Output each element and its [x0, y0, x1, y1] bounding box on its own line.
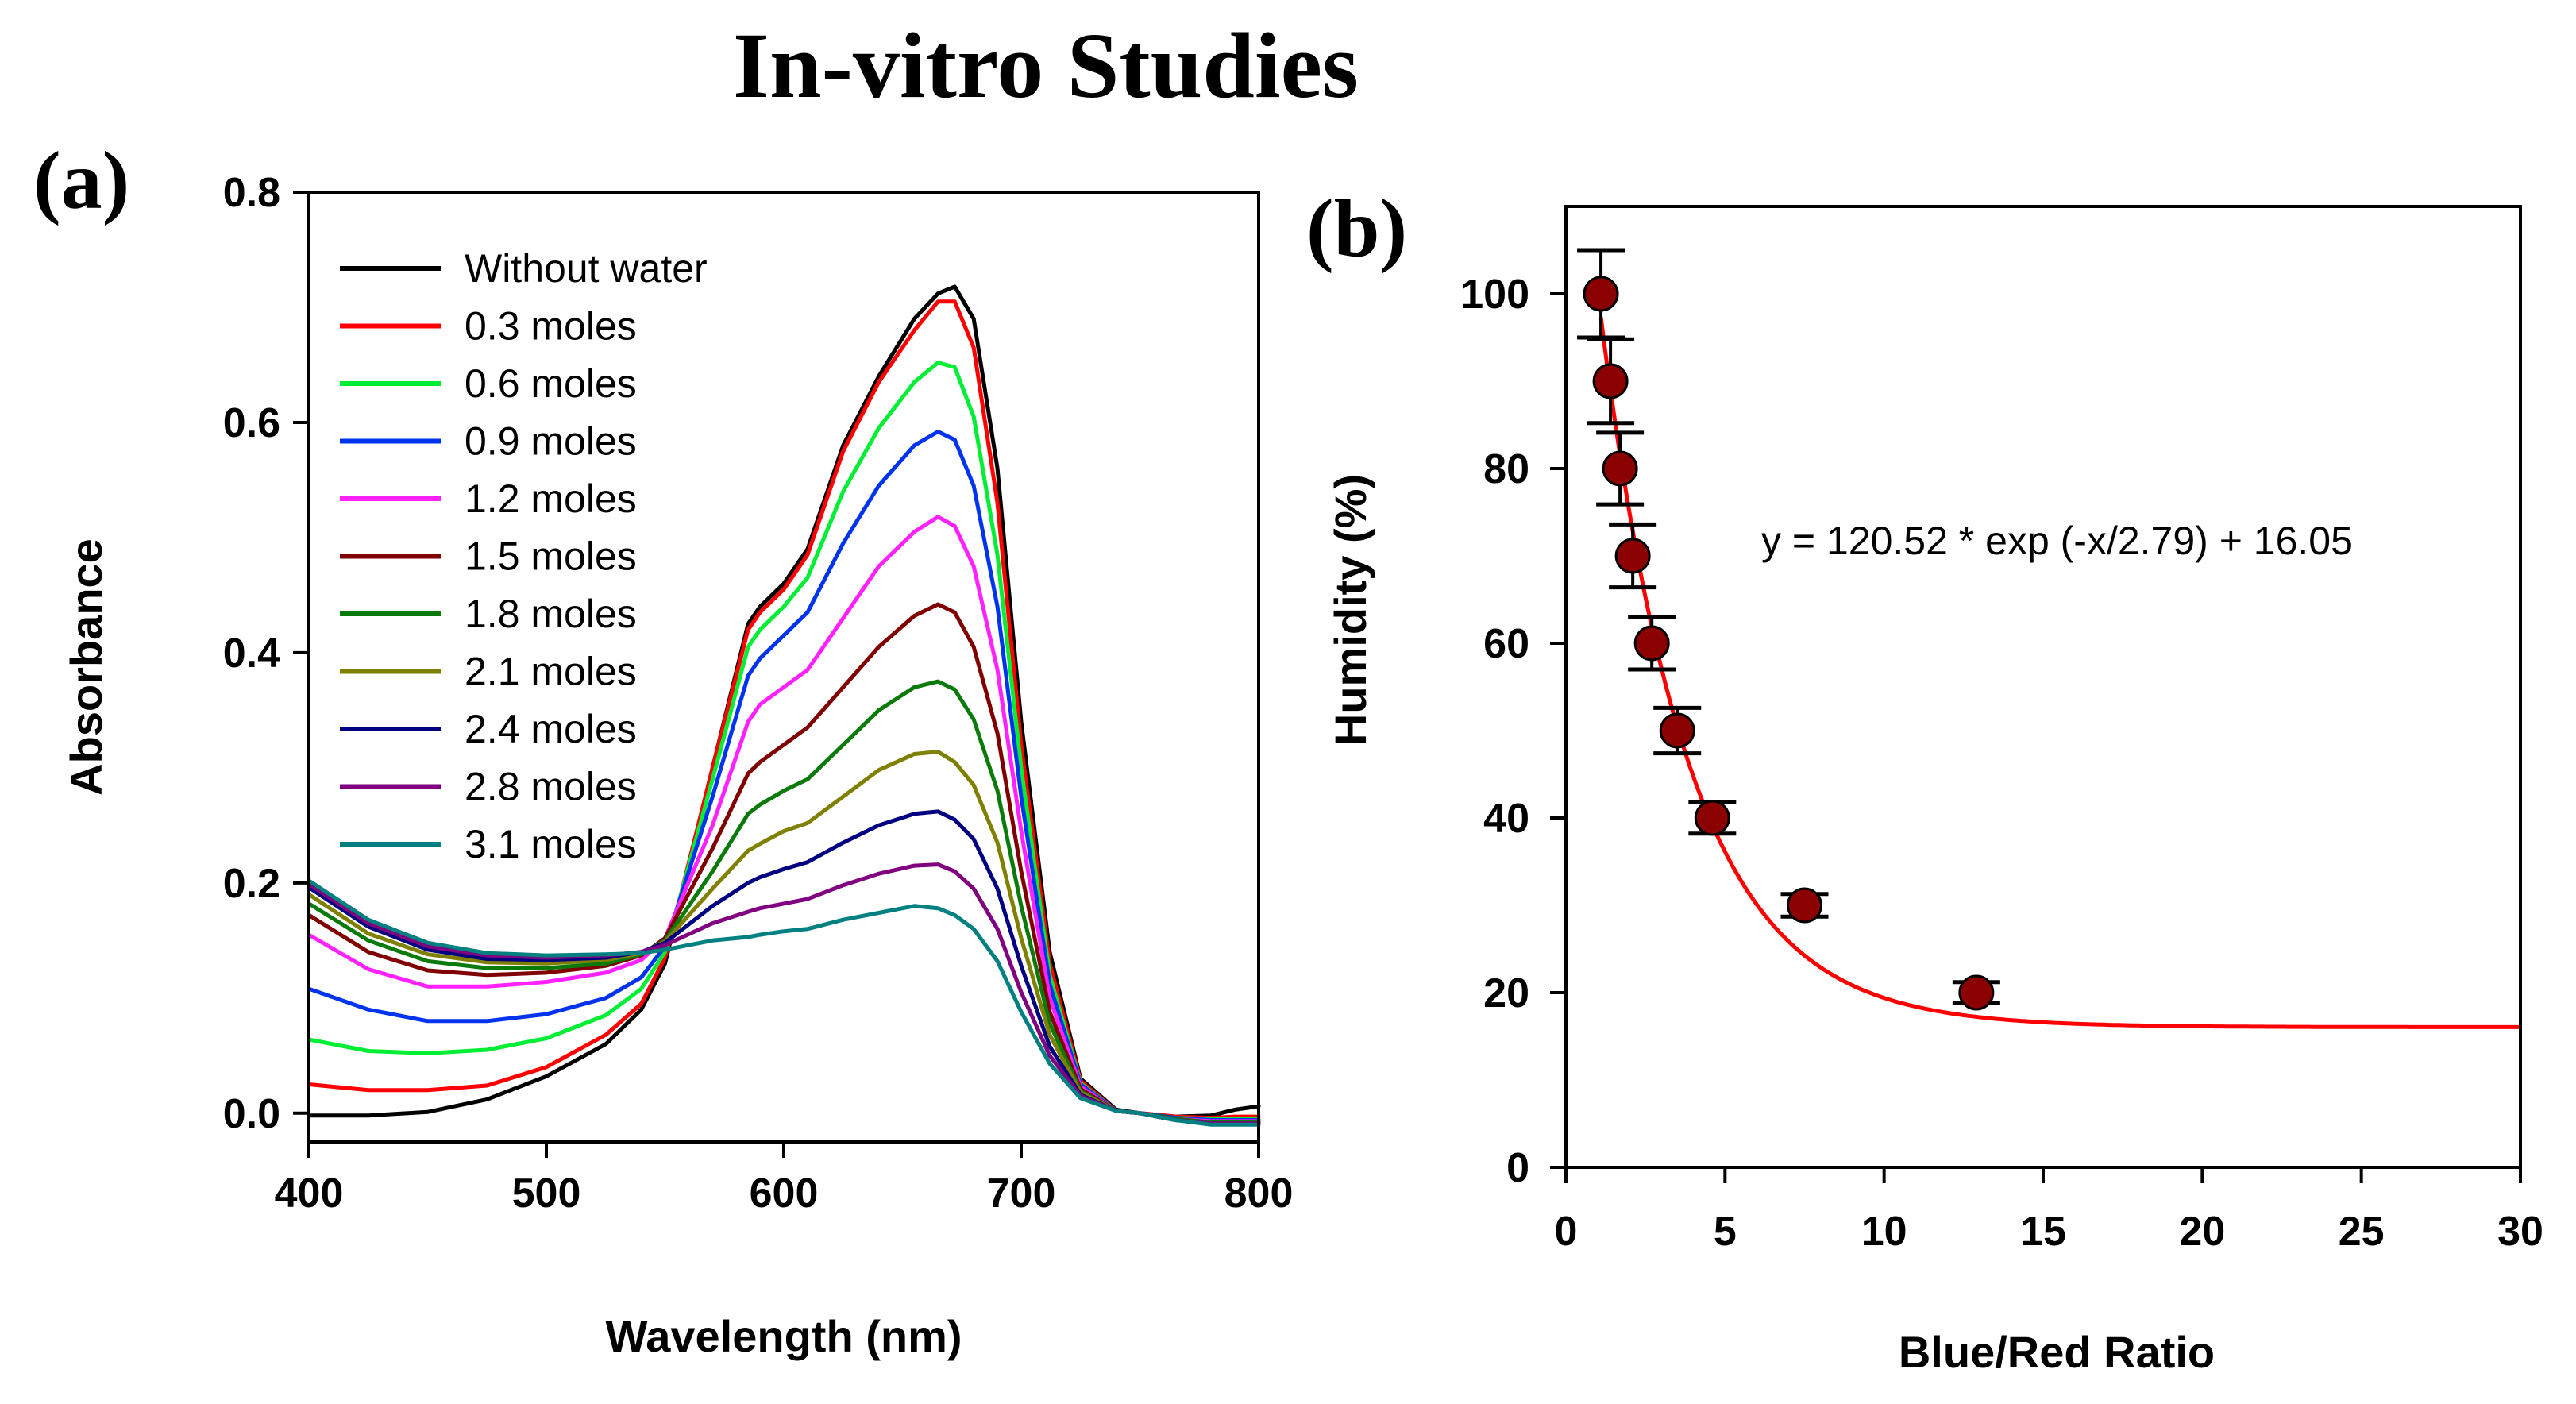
panel-b-data-point [1614, 538, 1651, 574]
legend-label-0-3-moles: 0.3 moles [465, 304, 637, 349]
panel-a-series-1-5-moles [307, 602, 1261, 1124]
panel-b-y-tick-label: 80 [1483, 446, 1529, 492]
panel-b-x-axis-label: Blue/Red Ratio [1899, 1327, 2215, 1377]
panel-a-series-2-1-moles [307, 750, 1261, 1126]
panel-a-series-0-9-moles [307, 430, 1261, 1122]
panel-a-y-tick-label: 0.8 [223, 170, 280, 216]
panel-a-x-tick-label: 800 [1224, 1171, 1294, 1217]
legend-label-without-water: Without water [465, 246, 708, 291]
legend-label-2-8-moles: 2.8 moles [465, 765, 637, 809]
legend-label-2-1-moles: 2.1 moles [465, 650, 637, 694]
panel-a-series-without-water [307, 284, 1261, 1119]
panel-b-label: (b) [1306, 183, 1407, 274]
panel-b-x-tick-label: 10 [1861, 1209, 1907, 1255]
legend-label-0-9-moles: 0.9 moles [465, 419, 637, 464]
panel-b-x-ticks: 0 5 10 15 20 25 30 [1555, 1167, 2543, 1255]
panel-b-y-tick-label: 0 [1506, 1145, 1529, 1191]
panel-a-y-tick-label: 0.0 [223, 1091, 280, 1137]
panel-b-fit-curve [1598, 317, 2520, 1029]
panel-a-y-ticks: 0.0 0.2 0.4 0.6 0.8 [223, 170, 309, 1137]
figure-title: In-vitro Studies [733, 14, 1359, 118]
panel-b-x-tick-label: 20 [2179, 1209, 2225, 1255]
panel-a-x-tick-label: 600 [750, 1171, 819, 1217]
panel-a-legend: Without water 0.3 moles 0.6 moles 0.9 moles… [340, 246, 708, 866]
panel-a-series-0-3-moles [307, 299, 1261, 1120]
panel-b-data-point [1659, 712, 1695, 749]
panel-a-x-ticks: 400 500 600 700 800 [275, 1142, 1294, 1217]
panel-a-x-tick-label: 700 [987, 1171, 1056, 1217]
panel-a-curves [307, 284, 1261, 1127]
panel-a-series-2-4-moles [307, 809, 1261, 1126]
panel-a: (a) 400 500 600 700 800 0.0 0.2 0.4 0.6 0.8 Wave… [33, 135, 1293, 1361]
panel-b-y-ticks: 0 20 40 60 80 100 [1460, 272, 1566, 1191]
legend-label-1-2-moles: 1.2 moles [465, 476, 637, 521]
panel-b-y-tick-label: 20 [1483, 970, 1529, 1016]
panel-b-y-tick-label: 60 [1483, 621, 1529, 667]
panel-b-x-tick-label: 25 [2339, 1209, 2385, 1255]
panel-b-data-point [1602, 450, 1638, 487]
panel-b-data-point [1787, 887, 1822, 924]
panel-b-y-axis-label: Humidity (%) [1325, 474, 1375, 746]
panel-b-data-point [1583, 276, 1619, 312]
panel-b-x-tick-label: 0 [1555, 1209, 1578, 1255]
panel-b-x-tick-label: 15 [2020, 1209, 2066, 1255]
panel-b-data-point [1958, 974, 1995, 1011]
panel-a-series-2-8-moles [307, 862, 1261, 1126]
panel-b-data-point [1633, 625, 1670, 662]
panel-b: (b) 0 5 10 15 20 25 30 0 20 40 60 80 100 y = 120.52… [1306, 183, 2543, 1377]
panel-a-y-tick-label: 0.2 [223, 861, 280, 907]
panel-a-x-tick-label: 500 [512, 1171, 581, 1217]
panel-b-y-tick-label: 100 [1460, 272, 1529, 318]
panel-a-series-0-6-moles [307, 361, 1261, 1121]
panel-b-y-tick-label: 40 [1483, 796, 1529, 842]
panel-a-y-tick-label: 0.6 [223, 400, 280, 446]
panel-a-plot-frame [307, 191, 1260, 1144]
legend-label-2-4-moles: 2.4 moles [465, 707, 637, 751]
panel-a-x-tick-label: 400 [275, 1171, 344, 1217]
panel-b-x-tick-label: 5 [1714, 1209, 1737, 1255]
panel-a-label: (a) [33, 135, 129, 226]
panel-b-fit-equation: y = 120.52 * exp (-x/2.79) + 16.05 [1761, 519, 2353, 563]
legend-label-0-6-moles: 0.6 moles [465, 361, 637, 406]
panel-a-x-axis-label: Wavelength (nm) [605, 1311, 962, 1361]
panel-a-series-3-1-moles [307, 878, 1261, 1127]
panel-b-data-point [1694, 800, 1730, 836]
panel-a-y-tick-label: 0.4 [223, 631, 280, 677]
panel-b-fit-curve-group [1598, 317, 2520, 1029]
legend-label-1-8-moles: 1.8 moles [465, 592, 637, 636]
legend-label-1-5-moles: 1.5 moles [465, 534, 637, 579]
panel-b-data-point [1592, 363, 1629, 399]
panel-a-y-axis-label: Absorbance [61, 538, 111, 796]
panel-b-x-tick-label: 30 [2497, 1209, 2543, 1255]
legend-label-3-1-moles: 3.1 moles [465, 822, 637, 866]
panel-b-points [1577, 248, 2000, 1011]
